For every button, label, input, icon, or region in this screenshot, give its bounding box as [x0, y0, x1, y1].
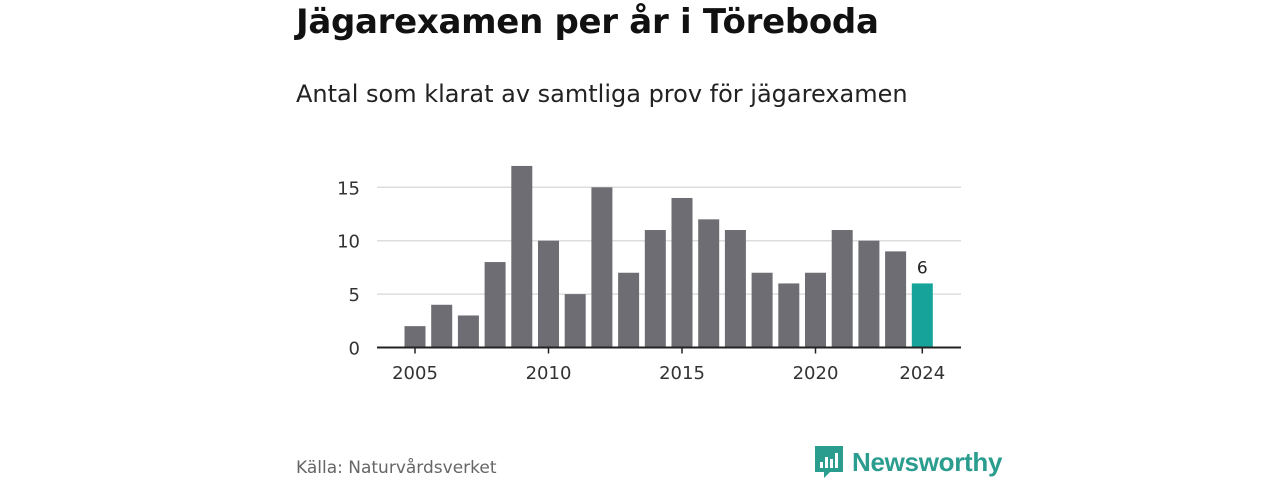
bar: [618, 272, 640, 348]
bar: [751, 272, 773, 348]
axes: [377, 346, 961, 354]
brand-logo[interactable]: Newsworthy: [815, 446, 1002, 478]
x-tick-label: 2020: [793, 363, 839, 384]
bar: [511, 165, 533, 348]
bar: [805, 272, 826, 348]
bar: [404, 326, 426, 348]
bar: [671, 197, 693, 348]
bar: [564, 294, 586, 348]
bar: [831, 230, 853, 348]
bar: [858, 240, 880, 348]
y-tick-label: 0: [349, 339, 360, 360]
bar: [644, 230, 666, 348]
brand-name: Newsworthy: [852, 446, 1003, 477]
bar: [698, 219, 720, 348]
y-tick-label: 5: [349, 285, 360, 306]
bar: [885, 251, 907, 348]
bar: [724, 230, 746, 348]
x-tick-label: 2015: [659, 363, 705, 384]
x-tick-label: 2024: [899, 363, 945, 384]
bar-highlight: [911, 283, 933, 348]
chart-title: Jägarexamen per år i Töreboda: [296, 2, 879, 42]
newsworthy-logo-icon: [815, 446, 843, 478]
source-note: Källa: Naturvårdsverket: [296, 458, 497, 478]
x-tick-label: 2010: [526, 363, 572, 384]
x-tick-label: 2005: [392, 363, 438, 384]
data-label: 6: [917, 258, 928, 278]
bar: [457, 315, 479, 348]
bar: [538, 240, 559, 348]
bar: [431, 304, 453, 348]
y-tick-label: 15: [337, 178, 360, 199]
y-tick-label: 10: [337, 232, 360, 253]
bar: [484, 262, 506, 348]
labels: 0 5 10 15 6 2005 2010 2015 2020 2024: [337, 178, 945, 384]
bar: [778, 283, 800, 348]
bar: [591, 187, 613, 348]
chart-subtitle: Antal som klarat av samtliga prov för jä…: [296, 80, 908, 108]
bars: [404, 165, 933, 348]
